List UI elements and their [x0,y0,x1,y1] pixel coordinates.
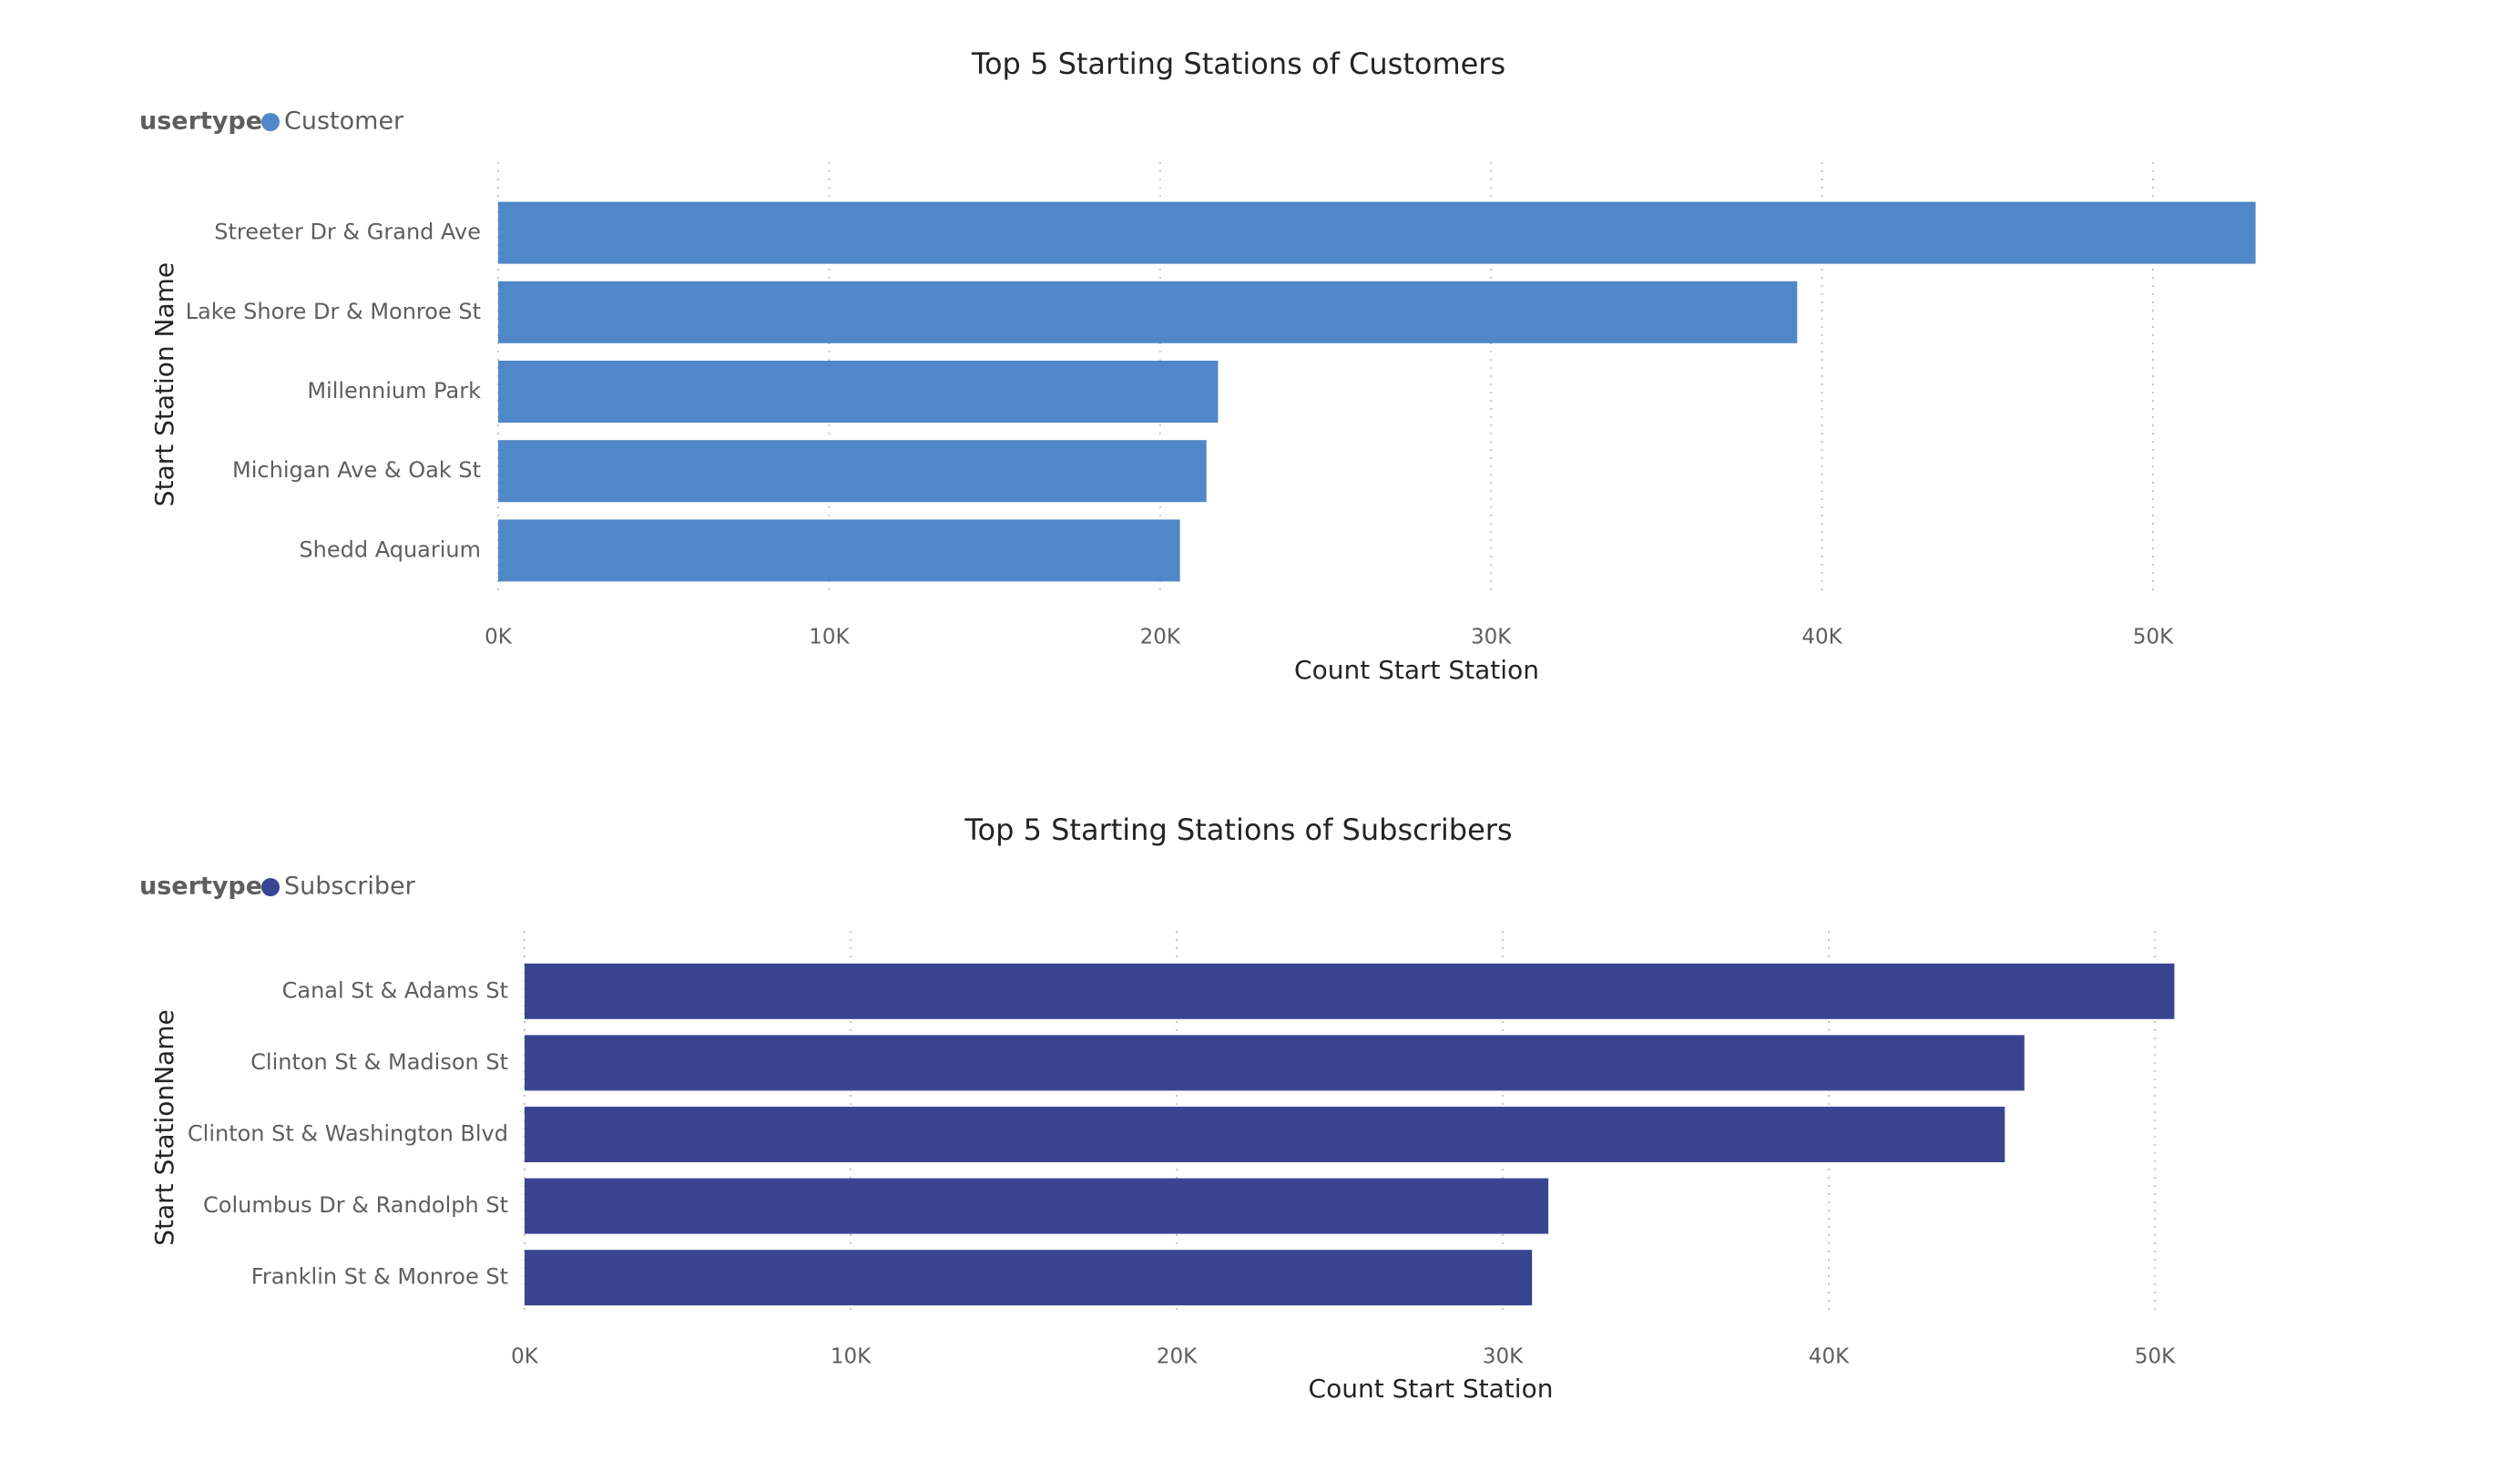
category-label: Clinton St & Washington Blvd [188,1121,508,1147]
category-label: Shedd Aquarium [299,536,481,562]
category-label: Canal St & Adams St [282,977,508,1003]
category-label: Columbus Dr & Randolph St [203,1192,508,1218]
category-label: Franklin St & Monroe St [251,1264,508,1290]
x-tick-label: 10K [809,626,850,649]
x-tick-label: 10K [831,1345,872,1369]
bar[interactable] [525,1178,1549,1234]
legend-label[interactable]: Customer [284,107,404,136]
category-label: Clinton St & Madison St [250,1049,508,1075]
bar[interactable] [498,281,1798,343]
category-label: Streeter Dr & Grand Ave [214,220,481,245]
x-tick-label: 20K [1157,1345,1198,1369]
x-tick-label: 30K [1483,1345,1524,1369]
legend-label[interactable]: Subscriber [284,873,416,901]
x-axis-title: Count Start Station [1309,1374,1554,1404]
bar[interactable] [525,963,2175,1019]
x-tick-label: 30K [1471,626,1512,649]
category-label: Michigan Ave & Oak St [232,457,481,483]
x-tick-label: 20K [1140,626,1181,649]
x-tick-label: 40K [1801,626,1842,649]
chart-title: Top 5 Starting Stations of Subscribers [964,812,1512,847]
x-tick-label: 50K [2133,626,2174,649]
legend-marker [261,878,280,896]
category-label: Millennium Park [307,378,481,404]
bar[interactable] [525,1107,2005,1162]
bar[interactable] [498,361,1219,423]
chart-title: Top 5 Starting Stations of Customers [971,46,1505,81]
bar[interactable] [498,201,2256,264]
x-axis-title: Count Start Station [1294,655,1539,685]
y-axis-title: Start StationName [149,1009,179,1245]
bar[interactable] [525,1250,1533,1306]
legend-title: usertype [139,873,262,901]
legend-title: usertype [139,107,262,136]
category-label: Lake Shore Dr & Monroe St [186,299,481,324]
bar[interactable] [498,440,1207,503]
x-tick-label: 40K [1809,1345,1850,1369]
bar[interactable] [498,519,1180,582]
y-axis-title: Start Station Name [149,262,179,506]
x-tick-label: 50K [2135,1345,2176,1369]
legend-marker [261,113,280,131]
x-tick-label: 0K [485,626,513,649]
bar[interactable] [525,1035,2025,1091]
x-tick-label: 0K [511,1345,539,1369]
